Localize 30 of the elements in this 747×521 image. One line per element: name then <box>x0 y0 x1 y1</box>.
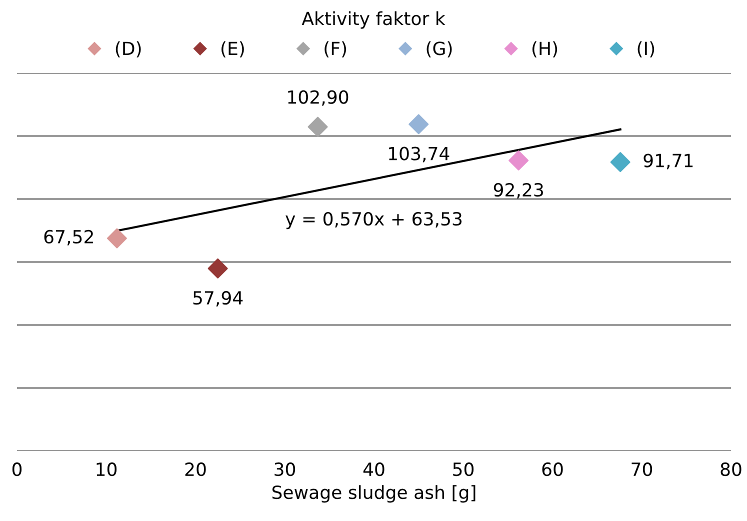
x-axis-title: Sewage sludge ash [g] <box>272 485 476 503</box>
x-tick-label: 60 <box>542 462 563 476</box>
annotation: y = 0,570x + 63,53 <box>286 212 462 230</box>
x-tick-label: 10 <box>96 462 117 476</box>
data-label: 67,52 <box>44 230 93 246</box>
chart-title: Aktivity faktor k <box>302 11 446 29</box>
point <box>308 116 328 137</box>
point <box>508 150 529 170</box>
data-label: 102,90 <box>288 90 348 106</box>
x-tick-label: 50 <box>453 462 474 476</box>
x-tick-label: 0 <box>12 462 22 476</box>
data-label: 57,94 <box>193 291 243 307</box>
point <box>106 228 127 248</box>
x-tick-label: 30 <box>274 462 296 476</box>
data-label: 103,74 <box>389 146 450 162</box>
point <box>208 258 228 278</box>
point <box>408 114 429 134</box>
x-tick-label: 80 <box>720 462 742 476</box>
data-label: 92,23 <box>494 183 543 199</box>
legend-label: (E) <box>222 41 244 58</box>
legend-label: (D) <box>116 41 141 58</box>
x-tick-label: 40 <box>363 462 384 476</box>
x-tick-label: 20 <box>185 462 206 476</box>
data-label: 91,71 <box>644 154 693 170</box>
legend-label: (H) <box>532 41 558 58</box>
legend-label: (I) <box>638 41 654 58</box>
point <box>610 152 630 172</box>
legend-label: (F) <box>324 41 346 58</box>
legend-label: (G) <box>426 41 452 58</box>
x-tick-label: 70 <box>632 462 652 476</box>
